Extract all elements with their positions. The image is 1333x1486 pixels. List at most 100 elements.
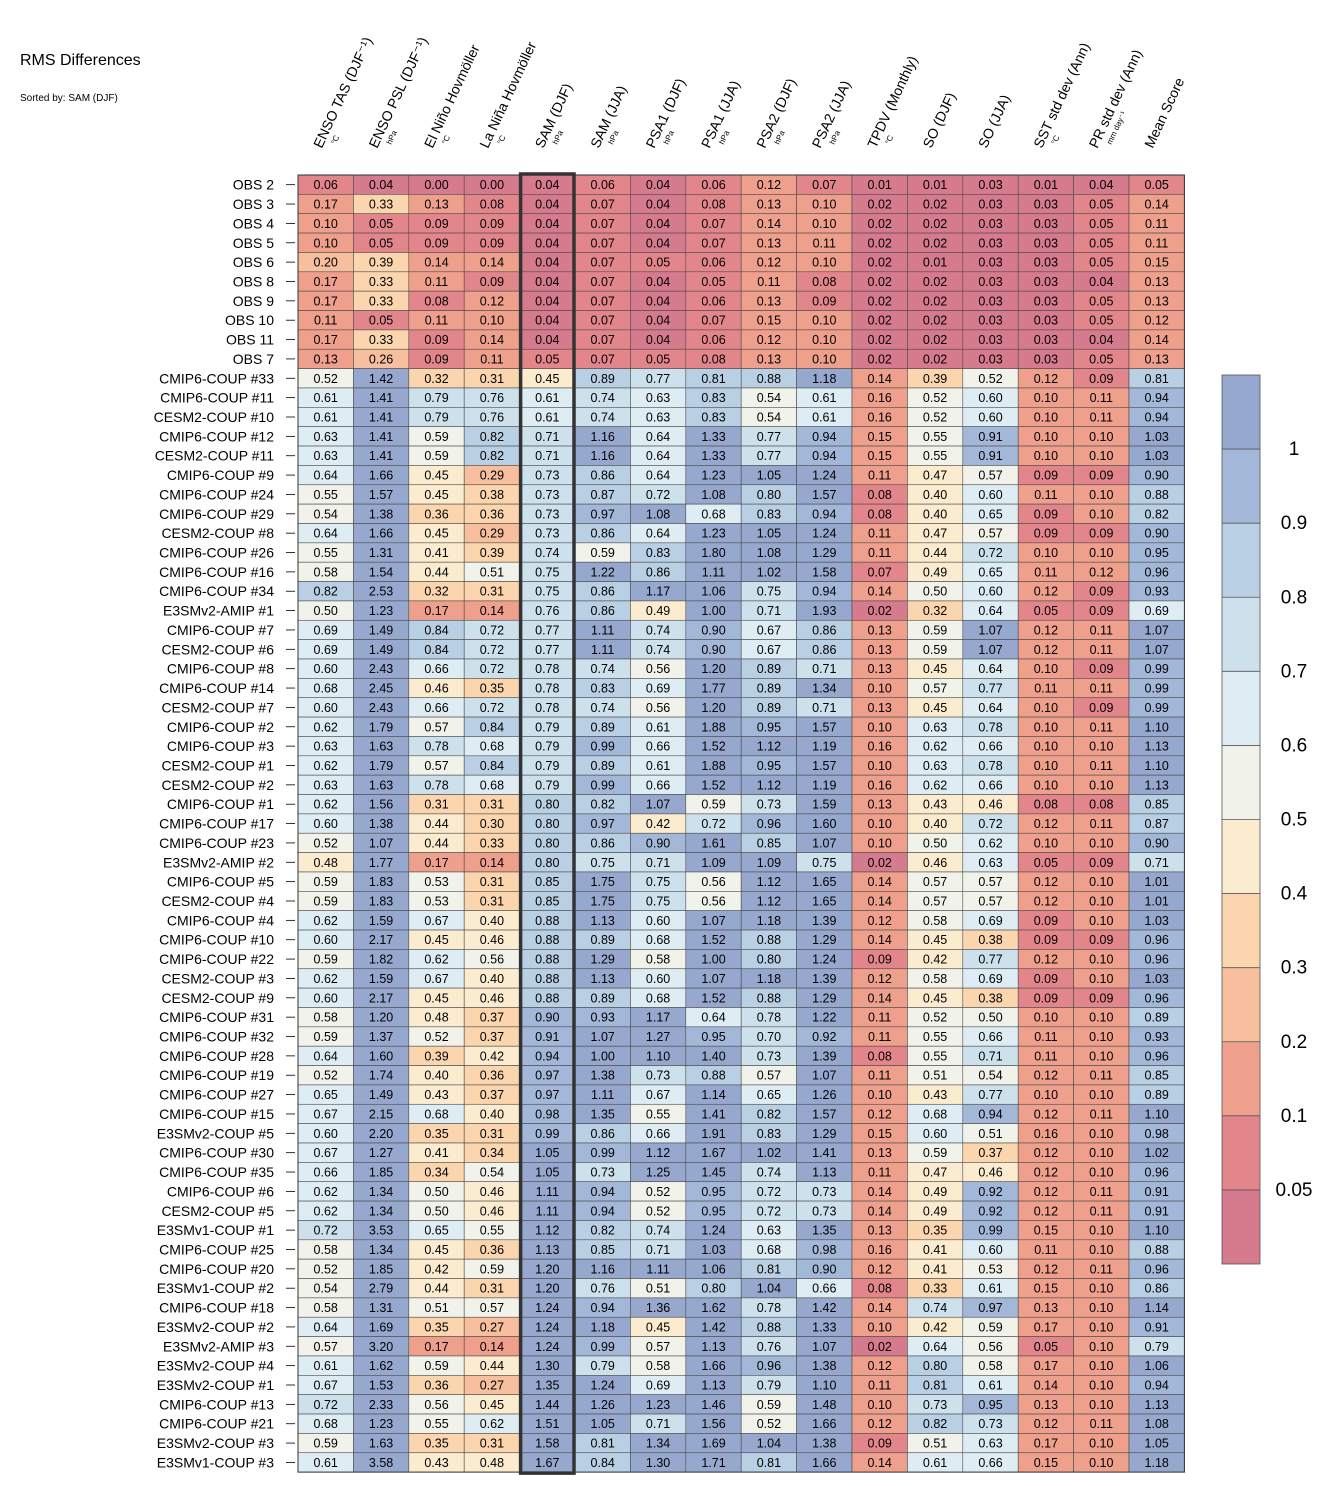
cell-value: 0.05 — [1034, 856, 1058, 870]
cell-value: 1.14 — [1145, 1301, 1169, 1315]
cell-value: 0.08 — [480, 198, 504, 212]
row-label: CESM2-COUP #10 — [154, 409, 275, 425]
cell-value: 0.06 — [701, 294, 725, 308]
cell-value: 0.12 — [1034, 643, 1058, 657]
cell-value: 0.99 — [1145, 701, 1169, 715]
cell-value: 2.20 — [369, 1127, 393, 1141]
cell-value: 0.59 — [923, 643, 947, 657]
cell-value: 0.67 — [314, 1107, 338, 1121]
cell-value: 0.13 — [424, 198, 448, 212]
cell-value: 0.65 — [314, 1088, 338, 1102]
cell-value: 0.60 — [646, 914, 670, 928]
row-label: CMIP6-COUP #30 — [159, 1145, 274, 1161]
cell-value: 0.01 — [868, 178, 892, 192]
cell-value: 0.77 — [757, 430, 781, 444]
cell-value: 0.64 — [314, 527, 338, 541]
cell-value: 0.78 — [978, 759, 1002, 773]
cell-value: 0.10 — [1089, 778, 1113, 792]
cell-value: 1.24 — [812, 527, 836, 541]
colorbar-tick-label: 0.1 — [1281, 1106, 1307, 1127]
cell-value: 0.83 — [646, 546, 670, 560]
cell-value: 1.13 — [701, 1379, 725, 1393]
cell-value: 0.89 — [1145, 1088, 1169, 1102]
cell-value: 0.86 — [591, 469, 615, 483]
cell-value: 0.74 — [535, 546, 559, 560]
cell-value: 1.20 — [701, 701, 725, 715]
row-label: CMIP6-COUP #9 — [167, 467, 274, 483]
cell-value: 0.67 — [424, 914, 448, 928]
cell-value: 0.09 — [1034, 933, 1058, 947]
cell-value: 1.01 — [1145, 895, 1169, 909]
cell-value: 0.91 — [978, 449, 1002, 463]
cell-value: 1.41 — [812, 1146, 836, 1160]
cell-value: 0.80 — [757, 488, 781, 502]
cell-value: 0.36 — [480, 1069, 504, 1083]
cell-value: 0.03 — [978, 236, 1002, 250]
cell-value: 1.69 — [701, 1437, 725, 1451]
cell-value: 0.10 — [812, 314, 836, 328]
cell-value: 0.03 — [1034, 256, 1058, 270]
cell-value: 0.12 — [868, 1417, 892, 1431]
cell-value: 0.63 — [314, 449, 338, 463]
cell-value: 0.88 — [535, 991, 559, 1005]
cell-value: 0.78 — [535, 662, 559, 676]
cell-value: 0.43 — [923, 798, 947, 812]
row-label: CMIP6-COUP #20 — [159, 1261, 274, 1277]
cell-value: 0.89 — [591, 372, 615, 386]
cell-value: 0.11 — [1090, 623, 1113, 637]
cell-value: 0.06 — [701, 256, 725, 270]
row-label: OBS 6 — [233, 254, 274, 270]
cell-value: 0.55 — [923, 1030, 947, 1044]
cell-value: 1.02 — [757, 1146, 781, 1160]
cell-value: 1.25 — [646, 1166, 670, 1180]
cell-value: 0.12 — [480, 294, 504, 308]
cell-value: 0.71 — [1145, 856, 1169, 870]
cell-value: 0.10 — [1089, 546, 1113, 560]
cell-value: 0.71 — [757, 604, 781, 618]
cell-value: 0.35 — [424, 1437, 448, 1451]
cell-value: 0.86 — [591, 1127, 615, 1141]
cell-value: 1.33 — [812, 1320, 836, 1334]
row-label: CMIP6-COUP #16 — [159, 564, 274, 580]
cell-value: 0.39 — [923, 372, 947, 386]
cell-value: 1.05 — [757, 469, 781, 483]
cell-value: 0.94 — [535, 1049, 559, 1063]
cell-value: 0.73 — [757, 1049, 781, 1063]
cell-value: 0.97 — [591, 817, 615, 831]
cell-value: 0.91 — [535, 1030, 559, 1044]
cell-value: 0.92 — [978, 1204, 1002, 1218]
cell-value: 0.86 — [591, 527, 615, 541]
cell-value: 0.55 — [923, 430, 947, 444]
cell-value: 0.73 — [978, 1417, 1002, 1431]
cell-value: 0.02 — [923, 236, 947, 250]
cell-value: 0.74 — [591, 411, 615, 425]
cell-value: 1.38 — [812, 1437, 836, 1451]
cell-value: 1.40 — [701, 1049, 725, 1063]
cell-value: 0.82 — [314, 585, 338, 599]
cell-value: 0.74 — [757, 1166, 781, 1180]
colorbar-segment — [1222, 523, 1260, 598]
cell-value: 0.67 — [757, 623, 781, 637]
cell-value: 1.30 — [535, 1359, 559, 1373]
cell-value: 1.57 — [369, 488, 393, 502]
cell-value: 0.58 — [314, 1301, 338, 1315]
cell-value: 0.97 — [978, 1301, 1002, 1315]
cell-value: 0.07 — [591, 294, 615, 308]
column-header: SST std dev (Ann) — [1030, 40, 1093, 150]
cell-value: 0.12 — [1034, 817, 1058, 831]
cell-value: 0.09 — [1089, 991, 1113, 1005]
cell-value: 0.60 — [978, 1243, 1002, 1257]
row-label: CMIP6-COUP #8 — [167, 661, 274, 677]
cell-value: 1.24 — [701, 1224, 725, 1238]
cell-value: 0.16 — [1034, 1127, 1058, 1141]
cell-value: 0.48 — [480, 1456, 504, 1470]
cell-value: 0.62 — [480, 1417, 504, 1431]
cell-value: 0.04 — [535, 178, 559, 192]
row-label: CESM2-COUP #7 — [161, 699, 274, 715]
cell-value: 0.60 — [314, 933, 338, 947]
cell-value: 0.36 — [424, 507, 448, 521]
cell-value: 0.13 — [314, 352, 338, 366]
cell-value: 0.05 — [1089, 198, 1113, 212]
cell-value: 1.38 — [369, 507, 393, 521]
